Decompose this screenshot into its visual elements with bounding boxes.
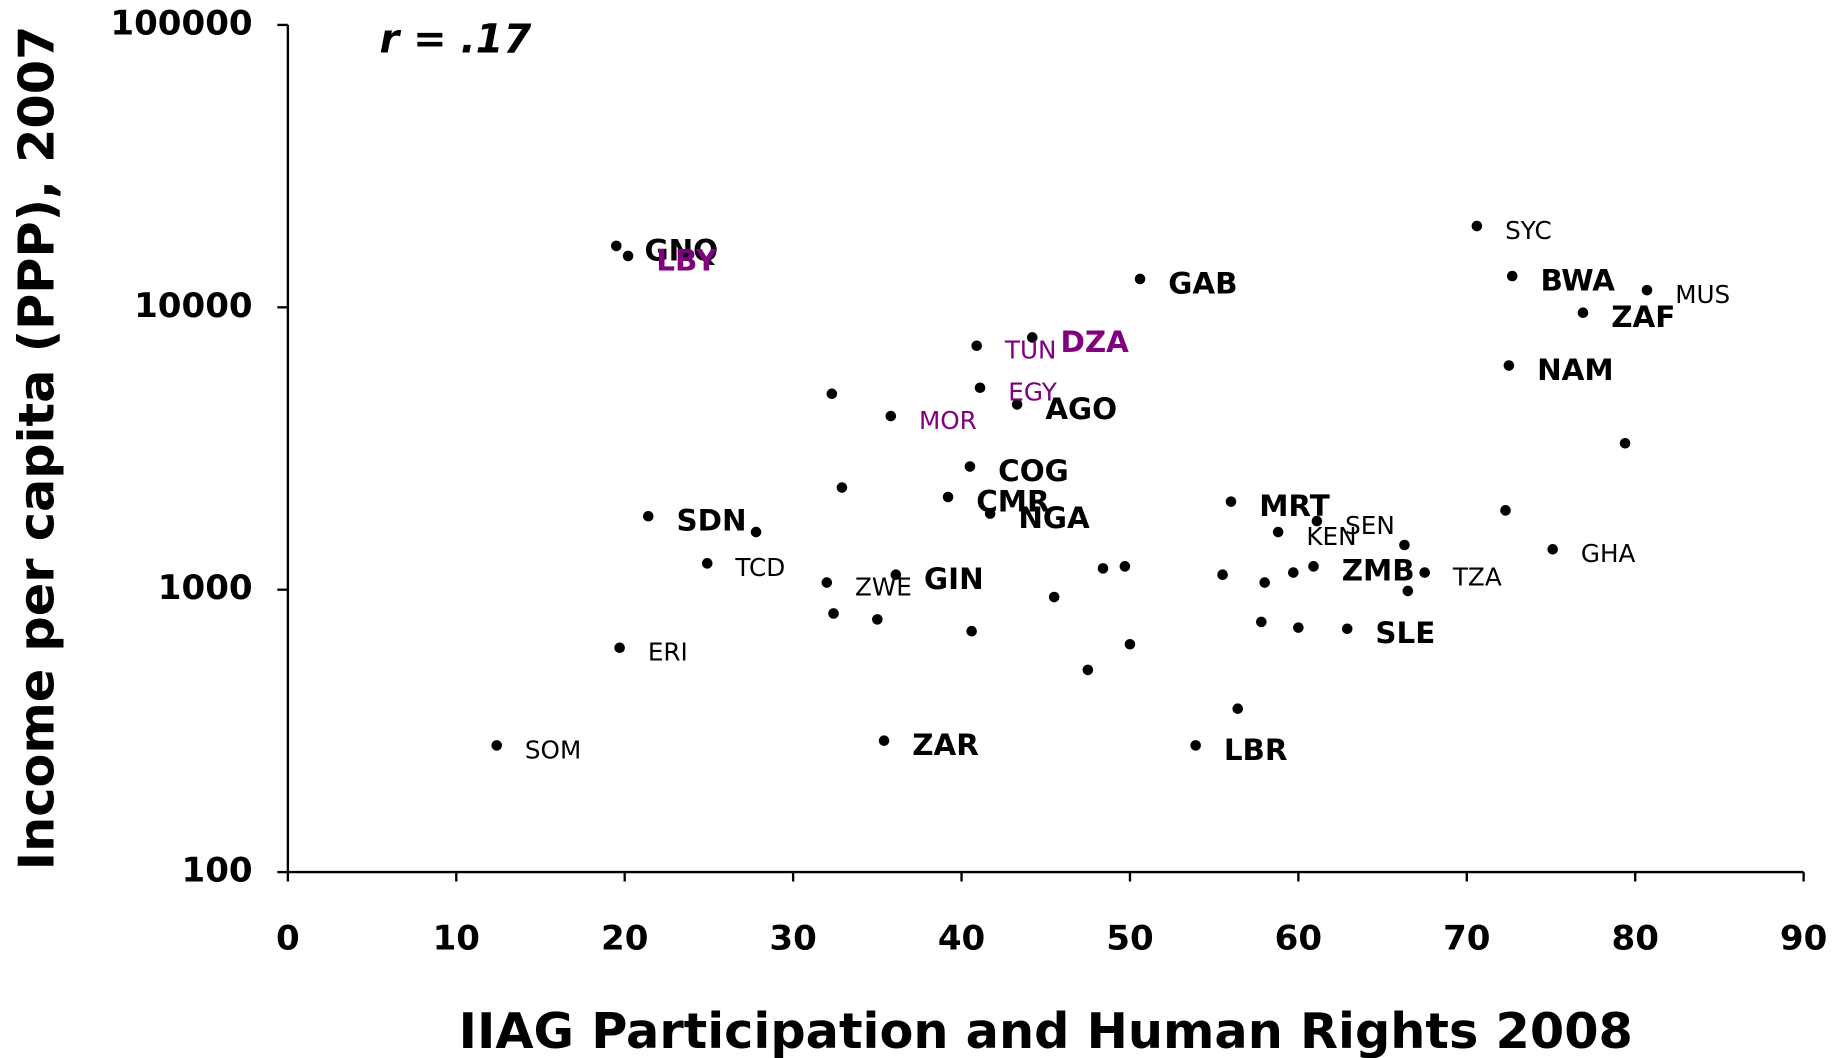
y-tick-label: 1000 bbox=[158, 568, 253, 608]
point-label: GIN bbox=[924, 562, 984, 596]
x-tick-label: 70 bbox=[1443, 919, 1490, 959]
point bbox=[1399, 539, 1410, 551]
point bbox=[1503, 360, 1515, 371]
point bbox=[964, 461, 976, 472]
point-label: GAB bbox=[1168, 266, 1237, 300]
y-axis-title: Income per capita (PPP), 2007 bbox=[7, 26, 65, 871]
point bbox=[821, 577, 833, 588]
point-label: GHA bbox=[1581, 539, 1636, 568]
point-label: DZA bbox=[1060, 325, 1129, 359]
point-label: LBR bbox=[1224, 733, 1288, 767]
point-label: TUN bbox=[1004, 336, 1057, 365]
point-label: SDN bbox=[676, 504, 746, 538]
point bbox=[1082, 664, 1094, 676]
annotation: r = .17 bbox=[380, 16, 532, 62]
x-tick-label: 20 bbox=[601, 919, 648, 959]
point-label: NGA bbox=[1018, 501, 1090, 535]
point-label: GNQ bbox=[644, 233, 718, 267]
point bbox=[1308, 561, 1319, 572]
point bbox=[1190, 740, 1201, 751]
point bbox=[1471, 220, 1483, 232]
point bbox=[642, 510, 654, 522]
point bbox=[1547, 544, 1558, 555]
point bbox=[872, 614, 883, 625]
point bbox=[1097, 563, 1109, 574]
point bbox=[491, 740, 502, 751]
point-label: KEN bbox=[1306, 522, 1356, 551]
point bbox=[1311, 515, 1323, 527]
point bbox=[971, 340, 982, 352]
point-label: SYC bbox=[1505, 216, 1552, 245]
x-tick-label: 30 bbox=[769, 919, 816, 959]
x-tick-label: 10 bbox=[433, 919, 480, 959]
point bbox=[701, 558, 713, 569]
point bbox=[1293, 622, 1304, 633]
point bbox=[828, 608, 839, 619]
point bbox=[1232, 703, 1244, 714]
point bbox=[1577, 307, 1589, 318]
point bbox=[1272, 526, 1284, 538]
point bbox=[1225, 496, 1237, 507]
point bbox=[1026, 332, 1038, 343]
y-tick-label: 100 bbox=[182, 851, 253, 891]
point bbox=[966, 625, 977, 637]
point bbox=[750, 526, 762, 538]
point-label: ZWE bbox=[855, 572, 912, 601]
point bbox=[1011, 399, 1023, 410]
point-label: BWA bbox=[1540, 263, 1615, 297]
point-label: TCD bbox=[734, 553, 785, 582]
point bbox=[1048, 591, 1060, 603]
y-tick-label: 100000 bbox=[110, 3, 252, 43]
point-label: EGY bbox=[1008, 378, 1057, 407]
x-tick-label: 50 bbox=[1106, 919, 1153, 959]
point bbox=[1341, 623, 1353, 635]
x-tick-label: 60 bbox=[1275, 919, 1322, 959]
point-label: SLE bbox=[1375, 616, 1435, 650]
point bbox=[1288, 567, 1299, 578]
point bbox=[1619, 437, 1631, 449]
point bbox=[826, 388, 838, 400]
x-tick-label: 80 bbox=[1612, 919, 1659, 959]
point bbox=[1119, 561, 1131, 572]
point-label: MUS bbox=[1675, 280, 1730, 309]
point-label: LBY bbox=[656, 243, 717, 277]
point bbox=[1217, 569, 1228, 581]
point-label: MOR bbox=[919, 406, 977, 435]
y-tick-label: 10000 bbox=[134, 286, 253, 326]
point-label: SOM bbox=[525, 735, 581, 764]
point bbox=[878, 735, 890, 746]
point bbox=[622, 250, 634, 262]
point bbox=[1402, 585, 1414, 597]
point-label: COG bbox=[998, 454, 1069, 488]
point-label: ERI bbox=[648, 638, 688, 667]
point bbox=[974, 382, 986, 394]
point bbox=[1500, 505, 1511, 516]
x-axis-title: IIAG Participation and Human Rights 2008 bbox=[459, 1002, 1633, 1058]
point-label: NAM bbox=[1537, 353, 1614, 387]
point bbox=[1134, 273, 1146, 285]
point bbox=[890, 569, 902, 581]
x-tick-label: 0 bbox=[276, 919, 300, 959]
point bbox=[885, 410, 897, 422]
point-label: ZAR bbox=[912, 728, 979, 762]
point-label: AGO bbox=[1045, 392, 1117, 426]
point bbox=[614, 642, 625, 654]
point bbox=[836, 482, 848, 493]
point-label: ZAF bbox=[1611, 300, 1675, 334]
point-label: ZMB bbox=[1342, 554, 1415, 588]
point bbox=[1419, 567, 1430, 578]
x-tick-label: 40 bbox=[938, 919, 985, 959]
point bbox=[1256, 616, 1267, 628]
point-label: SEN bbox=[1345, 511, 1395, 540]
point bbox=[611, 240, 622, 252]
point bbox=[1124, 638, 1136, 650]
point bbox=[1641, 284, 1653, 296]
point bbox=[942, 491, 954, 503]
point bbox=[1506, 270, 1518, 282]
point bbox=[1259, 577, 1270, 588]
x-tick-label: 90 bbox=[1780, 919, 1827, 959]
point bbox=[984, 508, 996, 519]
point-label: TZA bbox=[1452, 562, 1502, 591]
